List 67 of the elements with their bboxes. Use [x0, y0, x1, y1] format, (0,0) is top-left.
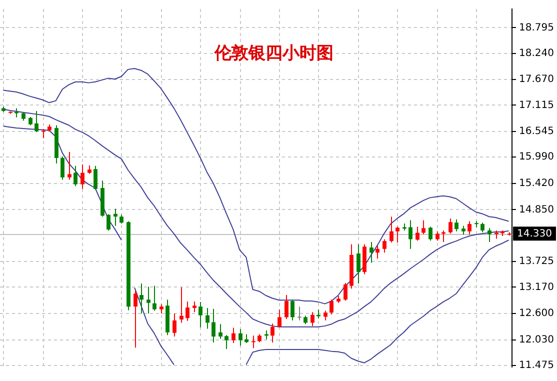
- candlestick: [186, 300, 190, 322]
- candlestick: [94, 165, 98, 190]
- candlestick: [422, 220, 426, 235]
- candlestick: [278, 309, 282, 328]
- candlestick: [356, 244, 360, 284]
- candlestick: [74, 165, 78, 187]
- candlestick: [428, 226, 432, 242]
- y-tick-label: 15.990: [519, 152, 554, 163]
- candlestick: [114, 208, 118, 226]
- candlestick: [324, 310, 328, 321]
- candlestick: [480, 222, 484, 233]
- candlestick: [270, 323, 274, 344]
- candlestick: [34, 110, 38, 133]
- y-tick-label: 18.240: [519, 48, 554, 59]
- ref-line-label: 14.330: [517, 228, 552, 240]
- candlestick: [298, 306, 302, 321]
- candlestick: [140, 283, 144, 314]
- y-tick-label: 16.545: [519, 126, 554, 138]
- candlestick: [488, 228, 492, 242]
- candlestick: [80, 164, 84, 190]
- candlestick: [284, 294, 288, 320]
- candlestick: [370, 241, 374, 264]
- y-tick-label: 18.795: [519, 22, 554, 34]
- y-tick-label: 12.030: [519, 334, 554, 346]
- candlestick: [206, 307, 210, 330]
- candlestick: [198, 301, 202, 328]
- candlestick: [152, 285, 156, 312]
- candlestick: [218, 324, 222, 340]
- y-tick-label: 17.670: [519, 74, 554, 86]
- candlestick: [224, 334, 228, 350]
- y-tick-label: 13.725: [519, 256, 554, 268]
- candlestick: [180, 286, 184, 324]
- candlestick: [172, 312, 176, 338]
- candlestick: [212, 308, 216, 344]
- y-tick-label: 17.115: [519, 100, 554, 111]
- candlestick: [376, 245, 380, 260]
- candlestick: [252, 335, 256, 349]
- text: 伦敦银四小时图: [213, 43, 334, 62]
- candlestick: [454, 218, 458, 232]
- candlestick: [160, 304, 164, 314]
- candlestick: [416, 226, 420, 242]
- candlestick: [468, 220, 472, 236]
- candlestick: [330, 299, 334, 315]
- candlestick: [310, 312, 314, 326]
- candlestick: [232, 327, 236, 344]
- candlestick: [14, 108, 18, 118]
- candlestick: [42, 128, 46, 139]
- y-tick-label: 14.850: [519, 204, 554, 216]
- candlestick: [344, 282, 348, 302]
- candlestick: [290, 299, 294, 321]
- candlestick: [396, 226, 400, 243]
- candlestick: [436, 230, 440, 242]
- candlestick: [238, 328, 242, 346]
- y-tick-label: 11.475: [519, 360, 554, 371]
- candlestick: [448, 218, 452, 234]
- candlestick: [382, 238, 386, 254]
- y-tick-label: 13.170: [519, 282, 554, 293]
- candlestick: [106, 214, 110, 231]
- candlestick: [68, 152, 72, 180]
- candlestick: [60, 156, 64, 180]
- candlestick: [146, 286, 150, 314]
- candlestick: [390, 216, 394, 243]
- candlestick: [192, 300, 196, 313]
- y-tick-label: 12.600: [519, 308, 554, 320]
- y-tick-label: 15.420: [519, 178, 554, 189]
- candlestick: [134, 290, 138, 348]
- candlestick: [408, 220, 412, 250]
